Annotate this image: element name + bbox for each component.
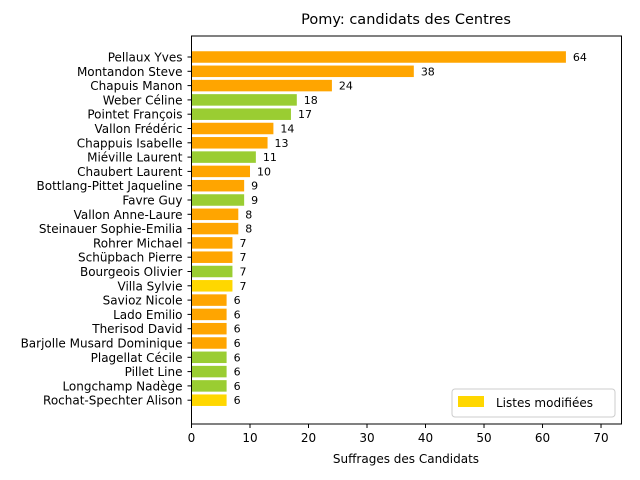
category-label: Pellaux Yves [108,51,183,65]
bar [191,294,227,306]
bar [191,251,233,263]
bar [191,179,245,192]
bar [191,365,227,378]
bar-value-label: 10 [257,165,271,178]
x-tick-label: 10 [242,431,257,445]
category-label: Vallon Frédéric [94,122,182,136]
bar-value-label: 8 [245,208,252,221]
category-label: Lado Emilio [113,308,182,322]
legend: Listes modifiées [451,388,616,418]
bar-value-label: 9 [251,194,258,207]
x-tick-label: 30 [359,431,374,445]
bar [191,280,233,292]
bar [191,322,227,335]
x-tick-label: 70 [593,431,608,445]
category-label: Rochat-Spechter Alison [43,394,182,408]
bar [191,194,245,206]
category-label: Vallon Anne-Laure [74,208,183,222]
bar [191,237,233,249]
x-axis-label: Suffrages des Candidats [333,452,479,466]
x-tick-label: 20 [301,431,316,445]
bar-value-label: 6 [234,366,241,379]
bar [191,137,268,149]
legend-frame [451,388,616,418]
bar-value-label: 24 [339,80,353,93]
category-label: Villa Sylvie [118,279,183,293]
bar-value-label: 7 [239,280,246,293]
bar-value-label: 8 [245,223,252,236]
category-label: Savioz Nicole [103,294,183,308]
category-label: Chaubert Laurent [77,165,183,179]
category-label: Montandon Steve [77,65,183,79]
bar-value-label: 7 [239,266,246,279]
bar [191,108,291,120]
bar-value-label: 38 [421,65,435,78]
bar-value-label: 18 [304,94,318,107]
legend-label: Listes modifiées [496,396,593,410]
bar-value-label: 7 [239,237,246,250]
chart-title: Pomy: candidats des Centres [301,12,511,28]
category-label: Pillet Line [125,365,183,379]
bar [191,208,239,221]
bar-value-label: 64 [573,51,587,64]
bar-value-label: 6 [234,380,241,393]
bar-value-label: 6 [234,351,241,364]
bar [191,265,233,278]
x-axis-ticks: 0 10 20 30 40 50 60 70 [188,424,609,445]
x-tick-label: 50 [476,431,491,445]
category-label: Favre Guy [122,194,182,208]
bar [191,222,239,235]
category-label: Schüpbach Pierre [78,251,183,265]
bar-value-label: 17 [298,108,312,121]
category-label: Pointet François [87,108,182,122]
category-label: Chappuis Isabelle [77,136,183,150]
bar-value-label: 6 [234,394,241,407]
category-label: Miéville Laurent [87,151,183,165]
category-label: Steinauer Sophie-Emilia [39,222,183,236]
bar [191,51,566,63]
x-tick-label: 40 [418,431,433,445]
bar [191,122,274,135]
bar-value-label: 7 [239,251,246,264]
x-tick-label: 60 [535,431,550,445]
category-label: Barjolle Musard Dominique [21,337,183,351]
bar [191,351,227,364]
bar-value-label: 9 [251,180,258,193]
bar-value-label: 6 [234,337,241,350]
bar-value-label: 6 [234,323,241,336]
bar [191,94,297,106]
bar [191,79,332,92]
bar-value-label: 6 [234,308,241,321]
bar [191,165,251,178]
bar [191,151,256,163]
bar-value-label: 13 [275,137,289,150]
bar [191,308,227,321]
category-label: Rohrer Michael [93,236,183,250]
legend-swatch [458,396,484,407]
bar [191,394,227,406]
bar [191,65,414,78]
bar [191,380,227,392]
category-label: Bourgeois Olivier [80,265,183,279]
category-label: Therisod David [91,322,182,336]
bar-value-label: 14 [280,123,294,136]
bar-value-label: 6 [234,294,241,307]
bar-value-label: 11 [263,151,277,164]
category-label: Longchamp Nadège [62,379,182,393]
category-label: Weber Céline [103,93,183,107]
plot-frame [191,35,622,425]
category-label: Bottlang-Pittet Jaqueline [37,179,183,193]
x-tick-label: 0 [188,431,196,445]
category-label: Chapuis Manon [90,79,182,93]
bar [191,337,227,349]
category-label: Plagellat Cécile [91,351,183,365]
